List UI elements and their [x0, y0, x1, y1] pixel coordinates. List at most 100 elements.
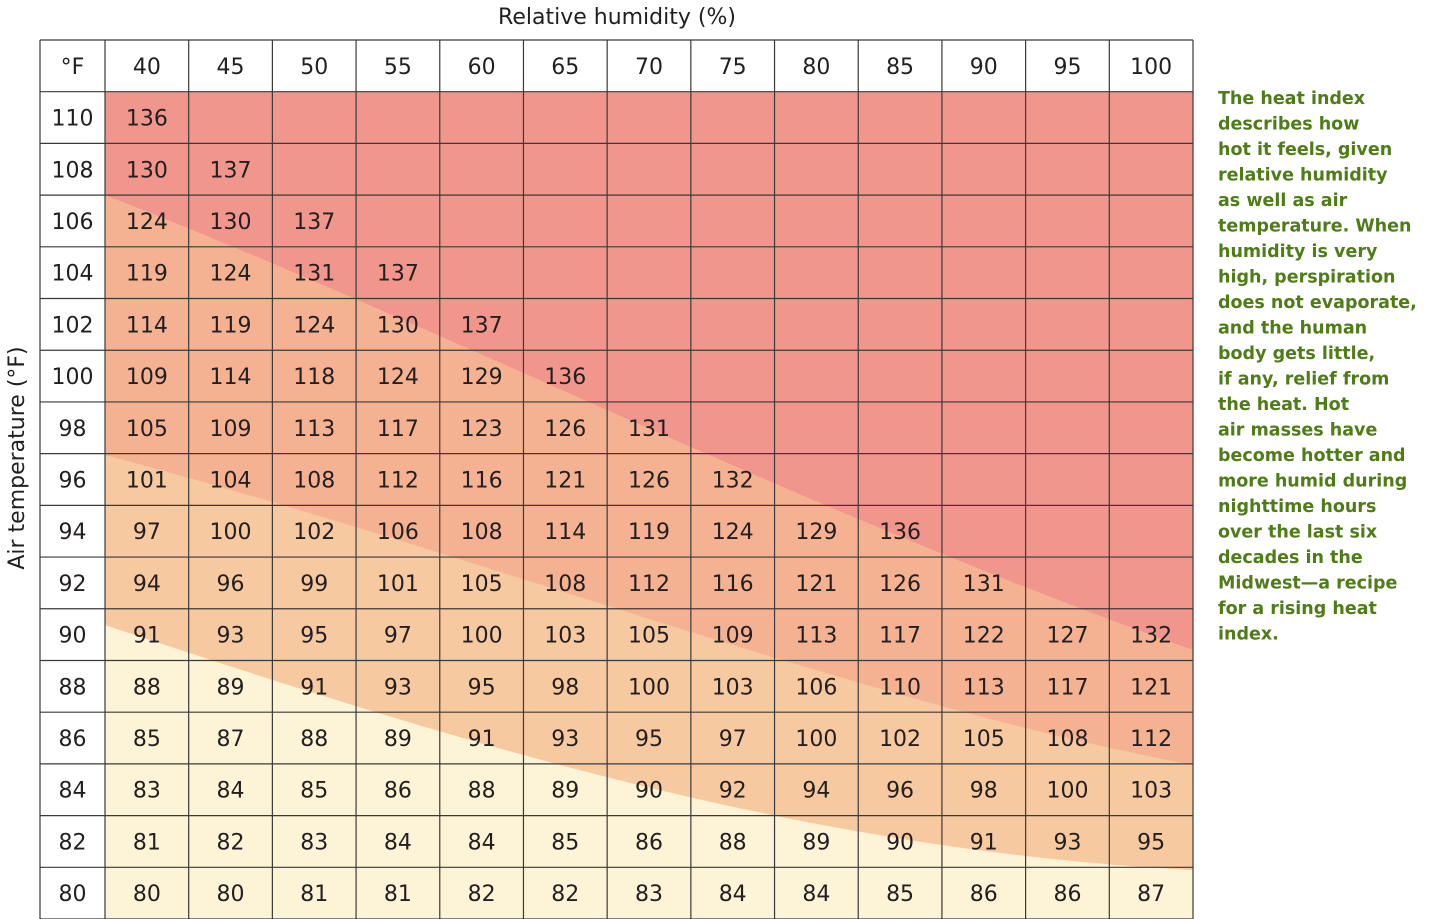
- header-cell: 50: [300, 55, 328, 80]
- cell: 95: [468, 675, 496, 700]
- note-line: and the human: [1218, 319, 1367, 339]
- cell: 108: [461, 520, 503, 545]
- cell: 116: [712, 572, 754, 597]
- cell: 97: [133, 520, 161, 545]
- cell: 84: [384, 830, 412, 855]
- note-line: nighttime hours: [1218, 497, 1376, 517]
- cell: 114: [210, 365, 252, 390]
- cell: 132: [1130, 624, 1172, 649]
- cell: 91: [133, 624, 161, 649]
- row-header-cell: 104: [52, 262, 94, 287]
- cell: 83: [635, 882, 663, 907]
- row-header-cell: 92: [59, 572, 87, 597]
- cell: 85: [551, 830, 579, 855]
- note-line: body gets little,: [1218, 344, 1375, 364]
- cell: 106: [795, 675, 837, 700]
- cell: 96: [217, 572, 245, 597]
- cell: 89: [551, 779, 579, 804]
- cell: 86: [384, 779, 412, 804]
- cell: 98: [551, 675, 579, 700]
- cell: 109: [126, 365, 168, 390]
- note-line: if any, relief from: [1218, 370, 1389, 390]
- cell: 93: [551, 727, 579, 752]
- cell: 110: [879, 675, 921, 700]
- cell: 112: [628, 572, 670, 597]
- row-header-cell: 90: [59, 624, 87, 649]
- cell: 89: [802, 830, 830, 855]
- cell: 103: [712, 675, 754, 700]
- cell: 122: [963, 624, 1005, 649]
- header-cell: 40: [133, 55, 161, 80]
- row-header-cell: 102: [52, 313, 94, 338]
- cell: 87: [1137, 882, 1165, 907]
- note-line: hot it feels, given: [1218, 140, 1392, 160]
- cell: 114: [544, 520, 586, 545]
- cell: 81: [384, 882, 412, 907]
- header-cell: 100: [1130, 55, 1172, 80]
- cell: 100: [461, 624, 503, 649]
- cell: 90: [886, 830, 914, 855]
- cell: 131: [293, 262, 335, 287]
- cell: 84: [719, 882, 747, 907]
- cell: 84: [217, 779, 245, 804]
- cell: 95: [1137, 830, 1165, 855]
- cell: 88: [468, 779, 496, 804]
- note-line: high, perspiration: [1218, 268, 1395, 288]
- cell: 121: [795, 572, 837, 597]
- cell: 116: [461, 469, 503, 494]
- cell: 118: [293, 365, 335, 390]
- row-header-cell: 84: [59, 779, 87, 804]
- cell: 112: [1130, 727, 1172, 752]
- cell: 93: [217, 624, 245, 649]
- header-cell: 55: [384, 55, 412, 80]
- cell: 113: [795, 624, 837, 649]
- cell: 119: [126, 262, 168, 287]
- cell: 84: [802, 882, 830, 907]
- note-line: index.: [1218, 625, 1279, 645]
- cell: 136: [879, 520, 921, 545]
- header-cell: 65: [551, 55, 579, 80]
- row-header-cell: 96: [59, 469, 87, 494]
- cell: 88: [719, 830, 747, 855]
- cell: 95: [635, 727, 663, 752]
- cell: 106: [377, 520, 419, 545]
- cell: 101: [377, 572, 419, 597]
- row-header-cell: 106: [52, 210, 94, 235]
- cell: 126: [544, 417, 586, 442]
- header-cell: 90: [970, 55, 998, 80]
- cell: 132: [712, 469, 754, 494]
- cell: 108: [293, 469, 335, 494]
- cell: 85: [300, 779, 328, 804]
- band-extreme-danger: [105, 92, 1193, 650]
- cell: 126: [628, 469, 670, 494]
- cell: 131: [628, 417, 670, 442]
- cell: 93: [384, 675, 412, 700]
- cell: 114: [126, 313, 168, 338]
- cell: 105: [461, 572, 503, 597]
- cell: 129: [461, 365, 503, 390]
- header-cell: 85: [886, 55, 914, 80]
- cell: 129: [795, 520, 837, 545]
- cell: 136: [544, 365, 586, 390]
- note-line: Midwest—a recipe: [1218, 574, 1398, 594]
- cell: 112: [377, 469, 419, 494]
- cell: 100: [210, 520, 252, 545]
- cell: 130: [377, 313, 419, 338]
- cell: 130: [126, 158, 168, 183]
- cell: 95: [300, 624, 328, 649]
- cell: 117: [879, 624, 921, 649]
- cell: 89: [217, 675, 245, 700]
- cell: 83: [133, 779, 161, 804]
- note-line: more humid during: [1218, 472, 1407, 492]
- note-line: air masses have: [1218, 421, 1377, 441]
- cell: 88: [133, 675, 161, 700]
- row-header-cell: 98: [59, 417, 87, 442]
- cell: 91: [468, 727, 496, 752]
- cell: 113: [963, 675, 1005, 700]
- note-line: for a rising heat: [1218, 599, 1377, 619]
- cell: 109: [712, 624, 754, 649]
- cell: 117: [1046, 675, 1088, 700]
- column-title: Relative humidity (%): [498, 5, 736, 30]
- cell: 86: [635, 830, 663, 855]
- cell: 104: [210, 469, 252, 494]
